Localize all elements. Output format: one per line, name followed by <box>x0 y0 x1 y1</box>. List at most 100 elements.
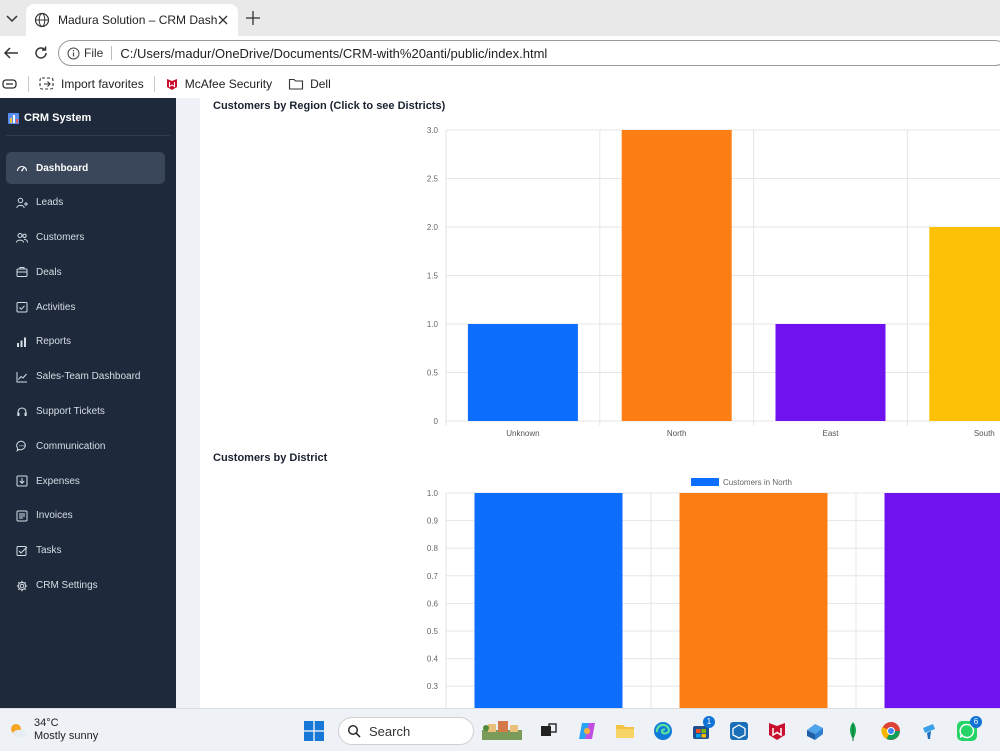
brand-name: CRM System <box>24 112 92 124</box>
back-arrow-icon[interactable] <box>2 44 20 62</box>
new-tab-icon[interactable] <box>244 9 262 27</box>
sidebar: CRM System Dashboard Leads Customers Dea… <box>0 98 176 708</box>
scheme-label: File <box>84 46 104 60</box>
sidebar-item-label: Expenses <box>36 475 80 487</box>
favorite-dell[interactable]: Dell <box>288 77 331 91</box>
x-tick-label: Unknown <box>506 429 539 438</box>
weather-widget[interactable]: 34°C Mostly sunny <box>8 717 98 743</box>
sidebar-item-sales-team-dashboard[interactable]: Sales-Team Dashboard <box>6 361 165 393</box>
users-icon <box>16 232 28 243</box>
reload-icon[interactable] <box>32 44 50 62</box>
taskbar-search[interactable]: Search <box>338 717 474 745</box>
search-highlight-scene-icon[interactable] <box>480 720 524 742</box>
dashboard-icon <box>16 165 28 172</box>
mcafee-icon <box>166 79 177 90</box>
region-bar-chart[interactable]: 0 0.5 1.0 1.5 2.0 2.5 3.0 Unknown North East South <box>200 98 1000 448</box>
chat-icon <box>16 441 26 453</box>
whatsapp-notification-badge: 6 <box>970 716 982 728</box>
bar-chart-icon <box>17 337 26 347</box>
favorite-label: Dell <box>310 77 331 91</box>
y-tick-label: 1.0 <box>427 320 439 329</box>
tab-title: Madura Solution – CRM Dashboard <box>58 13 218 27</box>
info-icon[interactable] <box>67 47 80 60</box>
sidebar-item-customers[interactable]: Customers <box>6 222 165 254</box>
bar-district-1[interactable] <box>474 493 623 708</box>
sidebar-item-deals[interactable]: Deals <box>6 256 165 288</box>
close-tab-icon[interactable] <box>216 13 230 27</box>
globe-icon <box>34 12 50 28</box>
copilot-icon[interactable] <box>576 720 598 742</box>
y-tick-label: 0.7 <box>427 572 439 581</box>
bar-east[interactable] <box>775 324 886 421</box>
expense-icon <box>16 475 28 487</box>
sidebar-item-label: Customers <box>36 232 85 244</box>
region-chart-title: Customers by Region (Click to see Distri… <box>213 100 446 112</box>
y-tick-label: 0.9 <box>427 517 439 526</box>
favorite-mcafee[interactable]: McAfee Security <box>165 77 272 91</box>
sidebar-item-leads[interactable]: Leads <box>6 187 165 219</box>
bar-district-2[interactable] <box>679 493 828 708</box>
sidebar-item-communication[interactable]: Communication <box>6 430 165 462</box>
sidebar-item-dashboard[interactable]: Dashboard <box>6 152 165 184</box>
bar-south[interactable] <box>929 227 1000 421</box>
remote-desktop-icon[interactable] <box>804 720 826 742</box>
sidebar-item-label: Activities <box>36 301 76 313</box>
brand[interactable]: CRM System <box>8 112 91 124</box>
windows-taskbar: 34°C Mostly sunny Search 1 6 <box>0 708 1000 751</box>
y-tick-label: 0.5 <box>427 369 439 378</box>
y-tick-label: 1.5 <box>427 272 439 281</box>
sidebar-item-activities[interactable]: Activities <box>6 291 165 323</box>
y-tick-label: 0.5 <box>427 627 439 636</box>
bar-unknown[interactable] <box>467 324 578 421</box>
address-bar[interactable]: File C:/Users/madur/OneDrive/Documents/C… <box>58 40 1000 66</box>
favorite-label: Import favorites <box>61 77 144 91</box>
split-screen-icon[interactable] <box>2 77 18 91</box>
x-tick-label: North <box>667 429 687 438</box>
x-tick-label: East <box>822 429 839 438</box>
sidebar-item-expenses[interactable]: Expenses <box>6 465 165 497</box>
gear-icon <box>16 580 28 591</box>
edge-browser-icon[interactable] <box>652 720 674 742</box>
sidebar-item-label: Deals <box>36 266 62 278</box>
y-tick-label: 0.8 <box>427 544 439 553</box>
import-icon <box>39 77 54 90</box>
sidebar-item-crm-settings[interactable]: CRM Settings <box>6 570 165 602</box>
file-explorer-icon[interactable] <box>614 720 636 742</box>
calendar-check-icon <box>16 302 28 313</box>
chrome-icon[interactable] <box>880 720 902 742</box>
sidebar-item-reports[interactable]: Reports <box>6 326 165 358</box>
headset-icon <box>17 407 27 416</box>
content-gutter <box>176 98 200 708</box>
mcafee-taskbar-icon[interactable] <box>766 720 788 742</box>
bar-chart-logo-icon <box>8 112 19 124</box>
sidebar-item-label: Tasks <box>36 545 62 557</box>
y-tick-label: 1.0 <box>427 489 439 498</box>
microsoft-store-icon[interactable] <box>690 720 712 742</box>
y-tick-label: 0.6 <box>427 599 439 608</box>
deals-icon <box>16 267 28 278</box>
sidebar-item-tasks[interactable]: Tasks <box>6 535 165 567</box>
bar-district-3[interactable] <box>884 493 1000 708</box>
district-bar-chart[interactable]: Customers in North 0.3 0.4 0.5 0.6 0.7 0.8 0.9 1… <box>200 468 1000 708</box>
x-tick-label: South <box>974 429 995 438</box>
search-icon <box>347 724 361 738</box>
favbar-separator <box>28 76 29 92</box>
main-content: Customers by Region (Click to see Distri… <box>200 98 1000 708</box>
dev-box-icon[interactable] <box>728 720 750 742</box>
mongodb-leaf-icon[interactable] <box>842 720 864 742</box>
favorite-import[interactable]: Import favorites <box>39 77 144 91</box>
active-browser-tab[interactable]: Madura Solution – CRM Dashboard <box>26 4 238 36</box>
favorites-bar: Import favorites McAfee Security Dell <box>0 70 1000 98</box>
windows-start-icon[interactable] <box>304 721 324 741</box>
folder-icon <box>289 78 304 90</box>
sidebar-item-support-tickets[interactable]: Support Tickets <box>6 396 165 428</box>
tab-actions-chevron-icon[interactable] <box>3 9 21 27</box>
task-view-icon[interactable] <box>537 720 559 742</box>
invoice-icon <box>16 510 28 522</box>
bar-north[interactable] <box>621 130 732 421</box>
sidebar-item-invoices[interactable]: Invoices <box>6 500 165 532</box>
browser-tab-bar: Madura Solution – CRM Dashboard <box>0 0 1000 36</box>
pinned-app-icon[interactable] <box>918 720 940 742</box>
sidebar-item-label: Invoices <box>36 510 73 522</box>
url-text[interactable]: C:/Users/madur/OneDrive/Documents/CRM-wi… <box>120 45 548 61</box>
